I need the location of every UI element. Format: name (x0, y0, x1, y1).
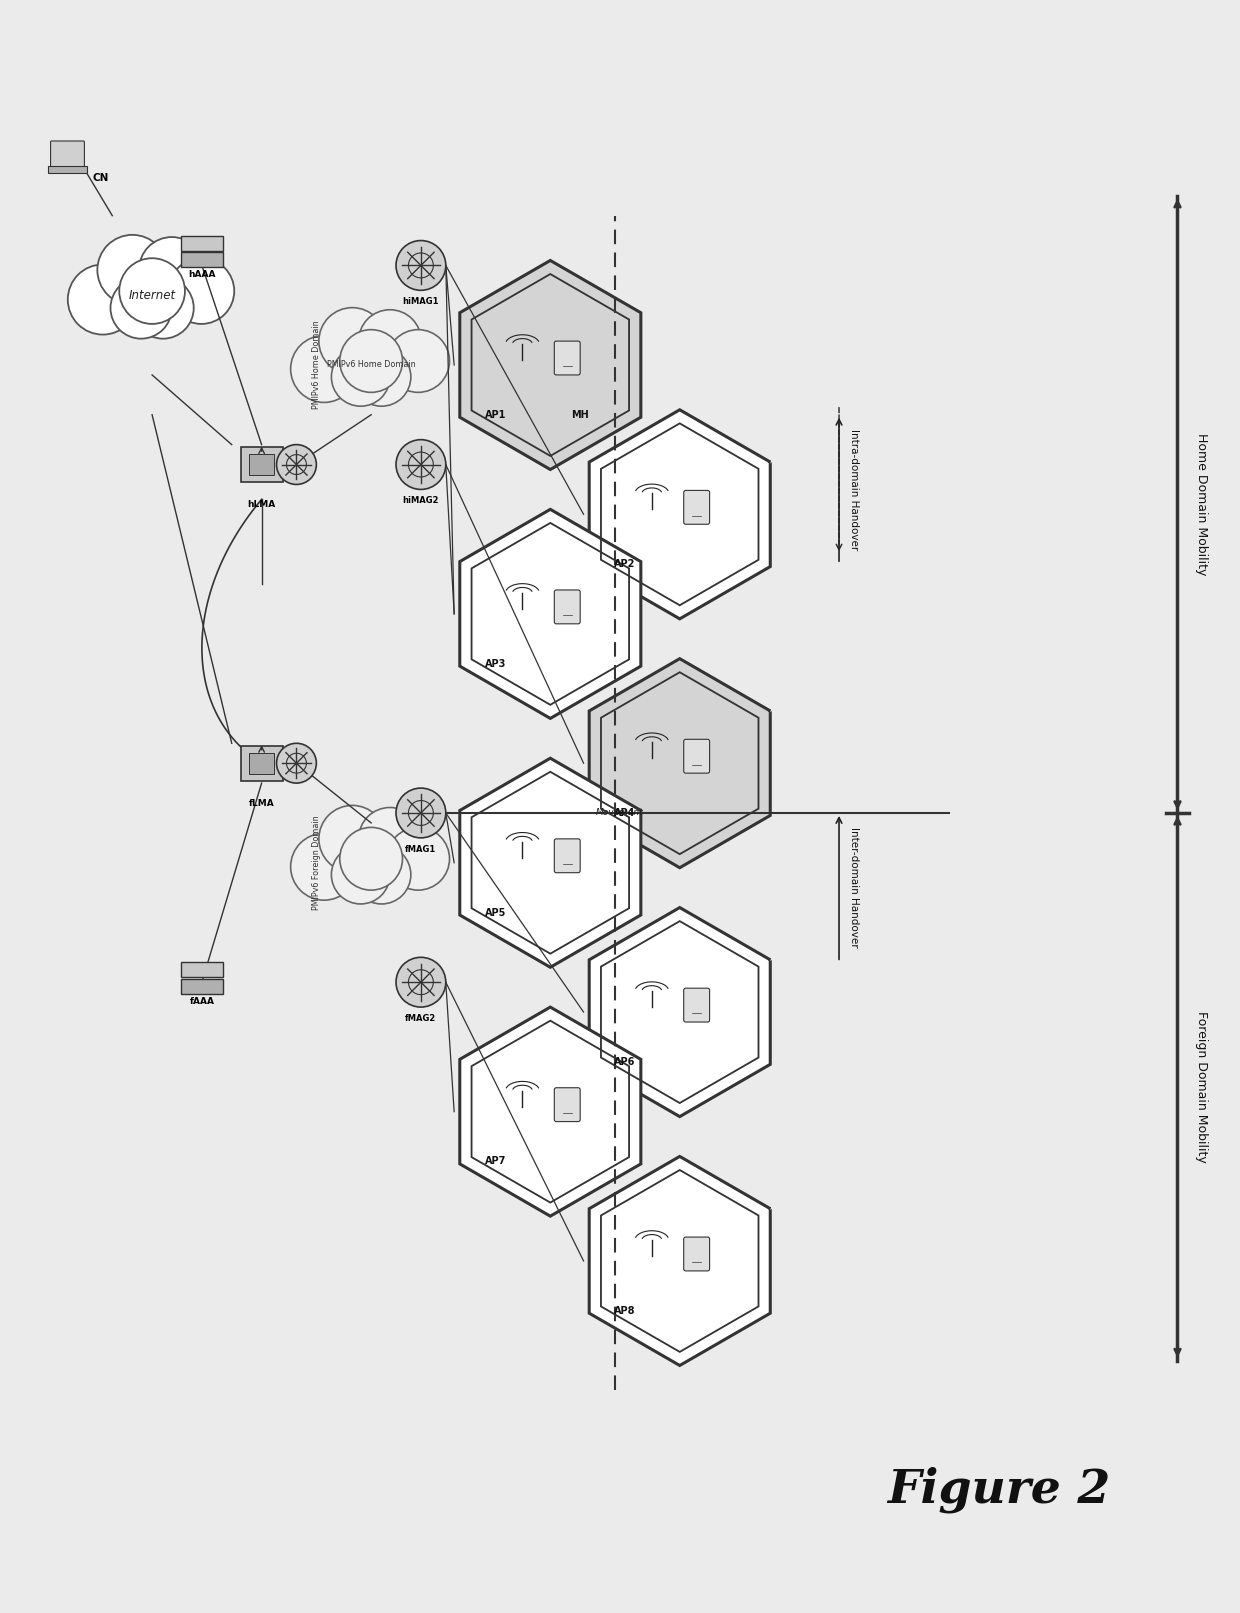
Text: AP1: AP1 (485, 410, 506, 419)
Circle shape (68, 265, 138, 334)
Text: Foreign Domain Mobility: Foreign Domain Mobility (1195, 1011, 1209, 1163)
FancyBboxPatch shape (249, 753, 274, 774)
Text: AP7: AP7 (485, 1157, 506, 1166)
Circle shape (319, 805, 386, 873)
Text: MH: MH (572, 410, 589, 419)
Text: hiMAG1: hiMAG1 (403, 297, 439, 306)
Circle shape (387, 827, 450, 890)
FancyBboxPatch shape (554, 1087, 580, 1121)
Circle shape (169, 258, 234, 324)
Circle shape (110, 277, 172, 339)
FancyBboxPatch shape (181, 979, 223, 994)
Text: AP8: AP8 (614, 1307, 636, 1316)
Circle shape (119, 258, 185, 324)
Circle shape (387, 329, 450, 392)
Circle shape (277, 744, 316, 782)
Text: fMAG1: fMAG1 (405, 845, 436, 853)
Polygon shape (460, 758, 641, 968)
Circle shape (139, 237, 205, 303)
Text: PMIPv6 Home Domain: PMIPv6 Home Domain (312, 321, 321, 410)
Text: Intra-domain Handover: Intra-domain Handover (849, 429, 859, 550)
FancyBboxPatch shape (554, 839, 580, 873)
Circle shape (290, 336, 357, 402)
Circle shape (396, 958, 446, 1007)
Text: hiMAG2: hiMAG2 (403, 497, 439, 505)
Circle shape (331, 348, 389, 406)
Text: AP2: AP2 (614, 560, 636, 569)
FancyBboxPatch shape (554, 340, 580, 374)
Circle shape (396, 440, 446, 489)
FancyBboxPatch shape (241, 745, 283, 781)
FancyBboxPatch shape (683, 989, 709, 1023)
FancyBboxPatch shape (51, 140, 84, 166)
Text: Figure 2: Figure 2 (887, 1466, 1110, 1513)
Circle shape (352, 348, 410, 406)
Circle shape (98, 235, 167, 305)
FancyBboxPatch shape (181, 963, 223, 977)
Polygon shape (589, 908, 770, 1116)
Text: Movement: Movement (596, 808, 644, 818)
FancyBboxPatch shape (683, 1237, 709, 1271)
Polygon shape (589, 1157, 770, 1366)
Circle shape (340, 329, 403, 392)
Text: hLMA: hLMA (248, 500, 275, 510)
Circle shape (358, 310, 422, 373)
Circle shape (290, 834, 357, 900)
Text: PMIPv6 Foreign Domain: PMIPv6 Foreign Domain (312, 816, 321, 910)
Text: AP5: AP5 (485, 908, 506, 918)
Polygon shape (460, 1007, 641, 1216)
Circle shape (358, 808, 422, 869)
Polygon shape (460, 510, 641, 718)
Circle shape (352, 845, 410, 903)
Circle shape (340, 827, 403, 890)
Text: AP6: AP6 (614, 1057, 636, 1066)
Text: hAAA: hAAA (188, 271, 216, 279)
Text: PMIPv6 Home Domain: PMIPv6 Home Domain (327, 360, 415, 369)
Polygon shape (460, 260, 641, 469)
Circle shape (396, 240, 446, 290)
Text: CN: CN (92, 173, 109, 182)
FancyBboxPatch shape (554, 590, 580, 624)
Text: fMAG2: fMAG2 (405, 1015, 436, 1023)
Text: Inter-domain Handover: Inter-domain Handover (849, 827, 859, 948)
FancyBboxPatch shape (249, 455, 274, 474)
Text: fAAA: fAAA (190, 997, 215, 1007)
FancyBboxPatch shape (48, 166, 87, 173)
Circle shape (396, 789, 446, 837)
FancyBboxPatch shape (683, 739, 709, 773)
Circle shape (277, 445, 316, 484)
Text: Home Domain Mobility: Home Domain Mobility (1195, 434, 1209, 576)
Polygon shape (589, 410, 770, 619)
FancyBboxPatch shape (181, 235, 223, 250)
Polygon shape (589, 658, 770, 868)
Text: AP3: AP3 (485, 658, 506, 669)
Text: AP4: AP4 (614, 808, 636, 818)
Text: Internet: Internet (129, 289, 176, 302)
FancyBboxPatch shape (181, 252, 223, 266)
FancyBboxPatch shape (683, 490, 709, 524)
Circle shape (319, 308, 386, 374)
Circle shape (133, 277, 193, 339)
FancyBboxPatch shape (241, 447, 283, 482)
Circle shape (331, 845, 389, 903)
Text: fLMA: fLMA (249, 798, 274, 808)
